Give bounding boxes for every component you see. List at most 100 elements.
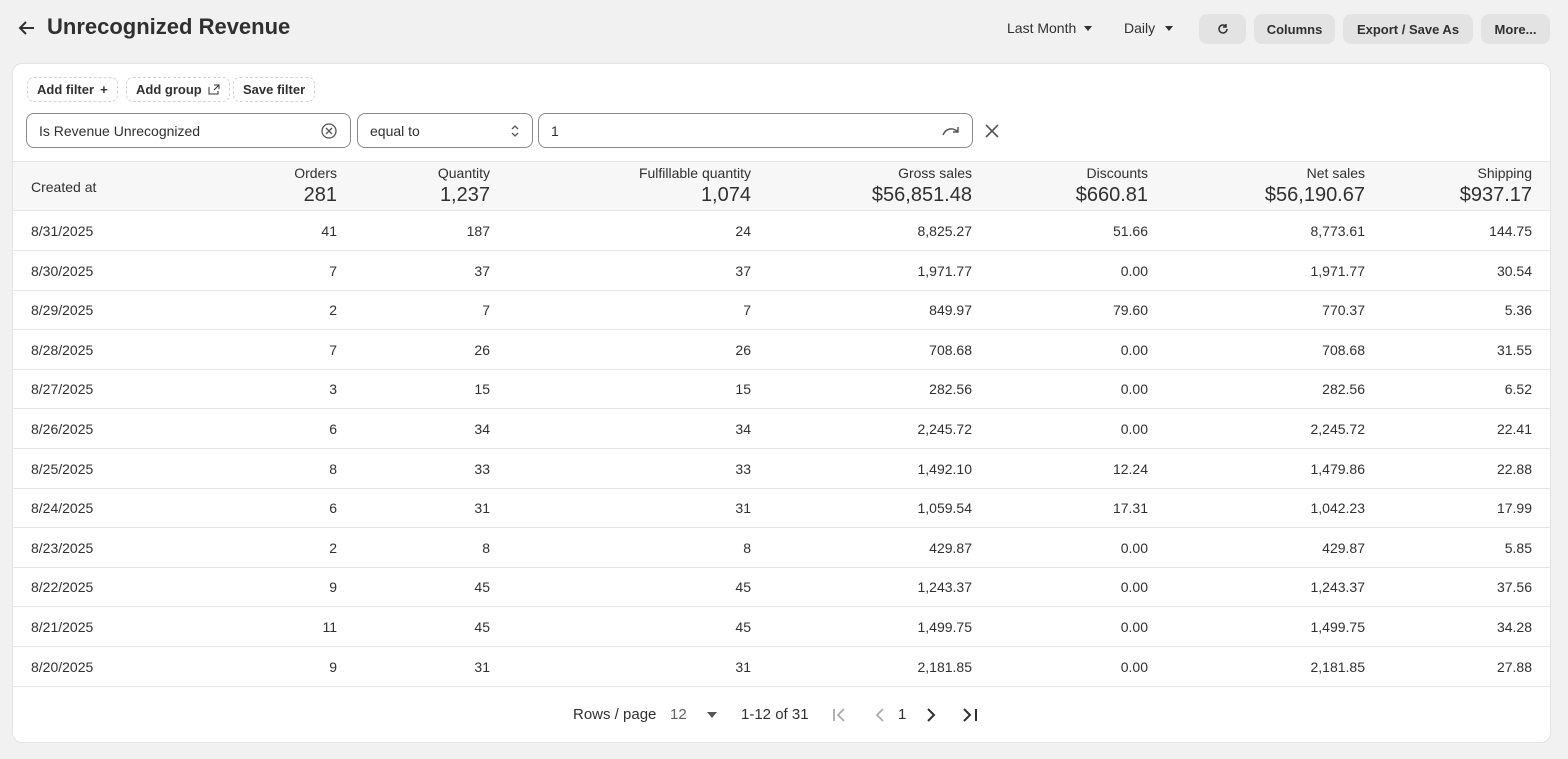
field-label: Is Revenue Unrecognized — [39, 122, 201, 139]
table-cell: 31.55 — [1496, 341, 1532, 358]
table-cell: 1,243.37 — [1310, 579, 1366, 596]
rows-per-page-label: Rows / page — [573, 706, 657, 723]
table-cell: 0.00 — [1120, 421, 1148, 437]
table-cell: 79.60 — [1112, 302, 1148, 319]
table-cell: 17.99 — [1496, 500, 1532, 517]
table-cell: 30.54 — [1496, 262, 1532, 279]
table-cell: 8/22/2025 — [31, 579, 94, 596]
row-divider — [13, 289, 1550, 291]
table-cell: 37.56 — [1496, 579, 1532, 596]
table-cell: 0.00 — [1120, 341, 1148, 358]
interval-select[interactable]: Daily — [1124, 20, 1174, 36]
table-cell: 24 — [735, 223, 751, 239]
filter-value[interactable]: 1 — [538, 113, 973, 148]
table-cell: 8/27/2025 — [31, 381, 94, 398]
table-header — [13, 162, 1550, 210]
add-filter-label: Add filter — [37, 82, 95, 97]
column-header: Created at — [31, 179, 97, 195]
table-cell: 2,181.85 — [917, 658, 973, 675]
table-cell: 1,971.77 — [1310, 262, 1366, 279]
table-cell: 708.68 — [1322, 341, 1365, 358]
table-cell: 27.88 — [1496, 658, 1532, 675]
column-total: $937.17 — [1459, 184, 1532, 206]
table-cell: 2 — [329, 302, 337, 319]
table-cell: 15 — [735, 381, 751, 398]
table-cell: 22.41 — [1496, 421, 1532, 437]
column-header: Fulfillable quantity — [638, 165, 751, 181]
table-cell: 1,971.77 — [917, 262, 973, 279]
row-divider — [13, 527, 1550, 529]
table-cell: 8/23/2025 — [31, 539, 94, 556]
table-cell: 708.68 — [929, 341, 972, 358]
more-button[interactable]: More... — [1481, 14, 1550, 44]
back-button[interactable] — [18, 19, 36, 37]
table-cell: 7 — [743, 302, 751, 319]
table-cell: 5.36 — [1504, 302, 1532, 319]
export-button[interactable]: Export / Save As — [1343, 14, 1473, 44]
save-filter[interactable]: Save filter — [233, 77, 316, 102]
table-cell: 31 — [735, 500, 751, 517]
table-cell: 8 — [743, 539, 751, 556]
table-cell: 0.00 — [1120, 658, 1148, 675]
column-header: Shipping — [1477, 165, 1533, 181]
filter-operator[interactable]: equal to — [357, 113, 533, 148]
table-cell: 8/31/2025 — [31, 223, 94, 239]
next-page[interactable] — [923, 707, 939, 723]
table-cell: 8/21/2025 — [31, 619, 94, 635]
column-total: 1,237 — [439, 184, 490, 206]
table-cell: 33 — [474, 460, 490, 477]
table-cell: 2,245.72 — [1310, 421, 1366, 437]
filter-field[interactable]: Is Revenue Unrecognized — [26, 113, 351, 148]
table-cell: 11 — [322, 619, 337, 635]
table-cell: 33 — [735, 460, 751, 477]
table-cell: 8 — [482, 539, 490, 556]
column-total: $660.81 — [1075, 184, 1148, 206]
table-cell: 8/28/2025 — [31, 341, 94, 358]
operator-label: equal to — [370, 122, 420, 139]
columns-button[interactable]: Columns — [1254, 14, 1335, 44]
table-cell: 5.85 — [1504, 539, 1532, 556]
rows-per-page-value: 12 — [670, 706, 687, 723]
column-header: Gross sales — [898, 165, 972, 181]
table-cell: 8/25/2025 — [31, 460, 94, 477]
last-page[interactable] — [961, 707, 979, 723]
table-cell: 31 — [474, 500, 490, 517]
range-select[interactable]: Last Month — [1007, 20, 1093, 36]
table-cell: 15 — [474, 381, 490, 398]
table-cell: 2,181.85 — [1310, 658, 1366, 675]
column-header: Orders — [294, 165, 337, 181]
add-filter[interactable]: Add filter + — [27, 77, 118, 102]
caret — [1084, 25, 1093, 31]
row-divider — [13, 448, 1550, 449]
caret — [1165, 25, 1174, 31]
table-cell: 0.00 — [1120, 579, 1148, 596]
row-divider — [13, 329, 1550, 331]
range-label: Last Month — [1007, 20, 1077, 36]
table-cell: 8/24/2025 — [31, 500, 94, 517]
table-cell: 3 — [329, 381, 337, 398]
table-cell: 8/26/2025 — [31, 421, 94, 437]
table-cell: 37 — [735, 262, 751, 279]
add-group-label: Add group — [136, 82, 202, 97]
table-cell: 34.28 — [1496, 619, 1532, 635]
add-group[interactable]: Add group — [126, 77, 230, 102]
refresh-button[interactable] — [1199, 14, 1246, 44]
rows-per-page-select[interactable]: 12 — [670, 706, 717, 723]
table-cell: 8/30/2025 — [31, 262, 94, 279]
table-cell: 45 — [735, 619, 751, 635]
table-cell: 282.56 — [1322, 381, 1365, 398]
column-total: $56,851.48 — [871, 184, 972, 206]
table-cell: 144.75 — [1489, 223, 1532, 239]
prev-page[interactable] — [872, 707, 888, 723]
value-label: 1 — [551, 122, 559, 139]
table-cell: 34 — [474, 421, 490, 437]
interval-label: Daily — [1124, 20, 1156, 36]
table-cell: 51.66 — [1112, 223, 1148, 239]
remove-filter[interactable] — [985, 124, 999, 138]
table-cell: 429.87 — [1322, 539, 1365, 556]
current-page: 1 — [898, 706, 907, 723]
table-cell: 8,773.61 — [1310, 223, 1366, 239]
column-total: 1,074 — [700, 184, 751, 206]
first-page[interactable] — [832, 707, 848, 723]
column-header: Net sales — [1306, 165, 1365, 181]
